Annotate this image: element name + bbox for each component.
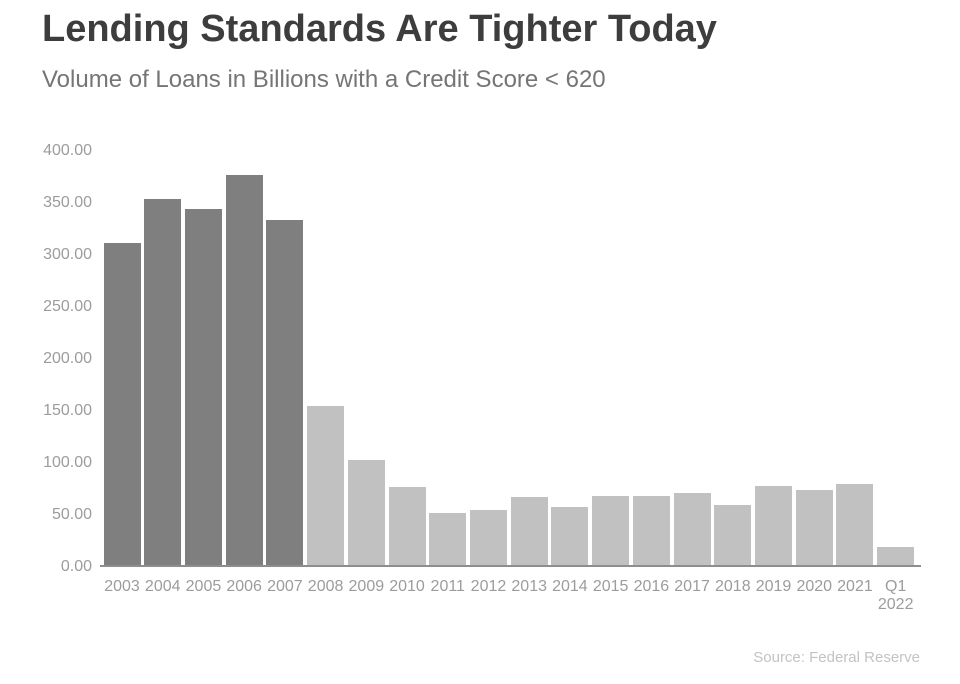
bar-2021 [836,484,874,566]
x-axis-tick-label: 2017 [674,578,710,595]
bar-2017 [673,493,711,566]
bar-2006 [225,175,263,566]
bar-2009 [347,460,385,566]
bar-2012 [469,510,507,566]
x-axis-tick-label: 2013 [511,578,547,595]
y-axis-tick-label: 300.00 [43,245,92,263]
bar-2020 [795,490,833,566]
bar-2018 [714,505,752,566]
x-axis-tick-label: 2021 [837,578,873,595]
bar-2010 [388,487,426,566]
bar-2019 [755,486,793,566]
x-axis-tick-label: 2015 [592,578,629,595]
x-axis-tick-label: 2007 [267,578,303,595]
chart-title: Lending Standards Are Tighter Today [42,8,717,50]
x-axis-tick-label: 2018 [715,578,751,595]
x-axis-tick-label: 2006 [226,578,262,595]
x-axis-tick-label: 2004 [144,578,181,595]
x-axis-tick-label: 2008 [307,578,344,595]
x-axis-tick-label: 2016 [633,578,670,595]
x-axis-tick-label: 2011 [430,578,465,595]
x-axis-tick-label: Q1 2022 [877,578,914,613]
bar-2014 [551,507,589,566]
x-axis-tick-label: 2010 [389,578,425,595]
x-axis-line [100,565,921,567]
y-axis-tick-label: 400.00 [43,141,92,159]
bar-q1-2022 [877,547,915,566]
x-axis-tick-label: 2012 [470,578,507,595]
x-axis-tick-label: 2019 [755,578,792,595]
x-axis-tick-label: 2005 [185,578,222,595]
x-axis-tick-label: 2009 [348,578,385,595]
bar-2004 [144,199,182,566]
bar-2013 [510,497,548,566]
bar-2003 [103,243,141,566]
x-axis-tick-label: 2003 [104,578,140,595]
x-axis-tick-label: 2014 [552,578,588,595]
source-attribution: Source: Federal Reserve [753,649,920,666]
y-axis-tick-label: 100.00 [43,453,92,471]
chart-subtitle: Volume of Loans in Billions with a Credi… [42,66,606,93]
y-axis-tick-label: 350.00 [43,193,92,211]
bar-2016 [632,496,670,566]
bar-2015 [592,496,630,566]
bar-2007 [266,220,304,566]
y-axis-tick-label: 200.00 [43,349,92,367]
bar-2005 [184,209,222,566]
y-axis-tick-label: 150.00 [43,401,92,419]
bar-2008 [307,406,345,566]
x-axis-tick-label: 2020 [796,578,833,595]
y-axis-tick-label: 50.00 [51,505,92,523]
y-axis-tick-label: 0.00 [60,557,92,575]
y-axis-tick-label: 250.00 [43,297,92,315]
bar-2011 [429,513,467,566]
